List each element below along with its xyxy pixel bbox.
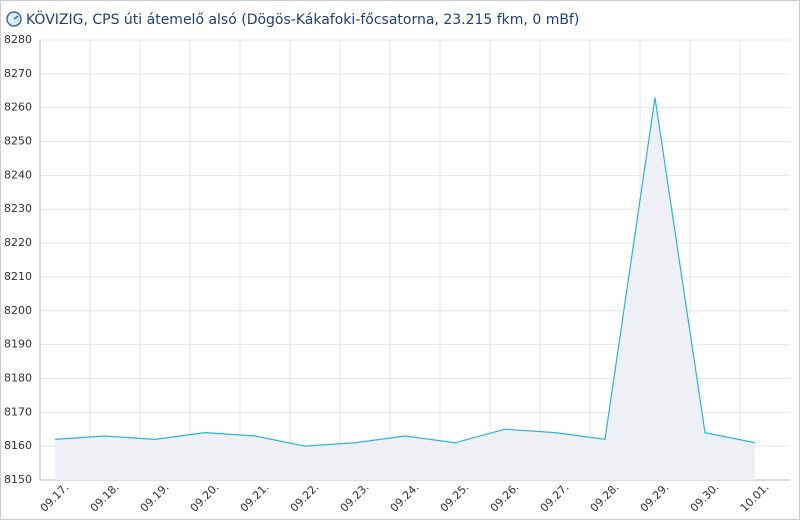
y-tick-label: 8260: [4, 101, 32, 114]
area: [55, 97, 755, 481]
chart-title: KÖVIZIG, CPS úti átemelő alsó (Dögös-Kák…: [26, 10, 579, 28]
y-tick-label: 8240: [4, 168, 32, 181]
y-tick-label: 8280: [4, 33, 32, 46]
y-tick-label: 8150: [4, 473, 32, 486]
y-tick-label: 8160: [4, 439, 32, 452]
y-tick-label: 8200: [4, 304, 32, 317]
y-tick-label: 8230: [4, 202, 32, 215]
y-tick-label: 8210: [4, 270, 32, 283]
y-tick-label: 8270: [4, 67, 32, 80]
y-tick-label: 8180: [4, 371, 32, 384]
y-tick-label: 8170: [4, 405, 32, 418]
line: [54, 97, 756, 447]
y-tick-label: 8220: [4, 236, 32, 249]
title-icon-hand: [13, 15, 19, 20]
y-tick-label: 8190: [4, 338, 32, 351]
y-tick-label: 8250: [4, 135, 32, 148]
